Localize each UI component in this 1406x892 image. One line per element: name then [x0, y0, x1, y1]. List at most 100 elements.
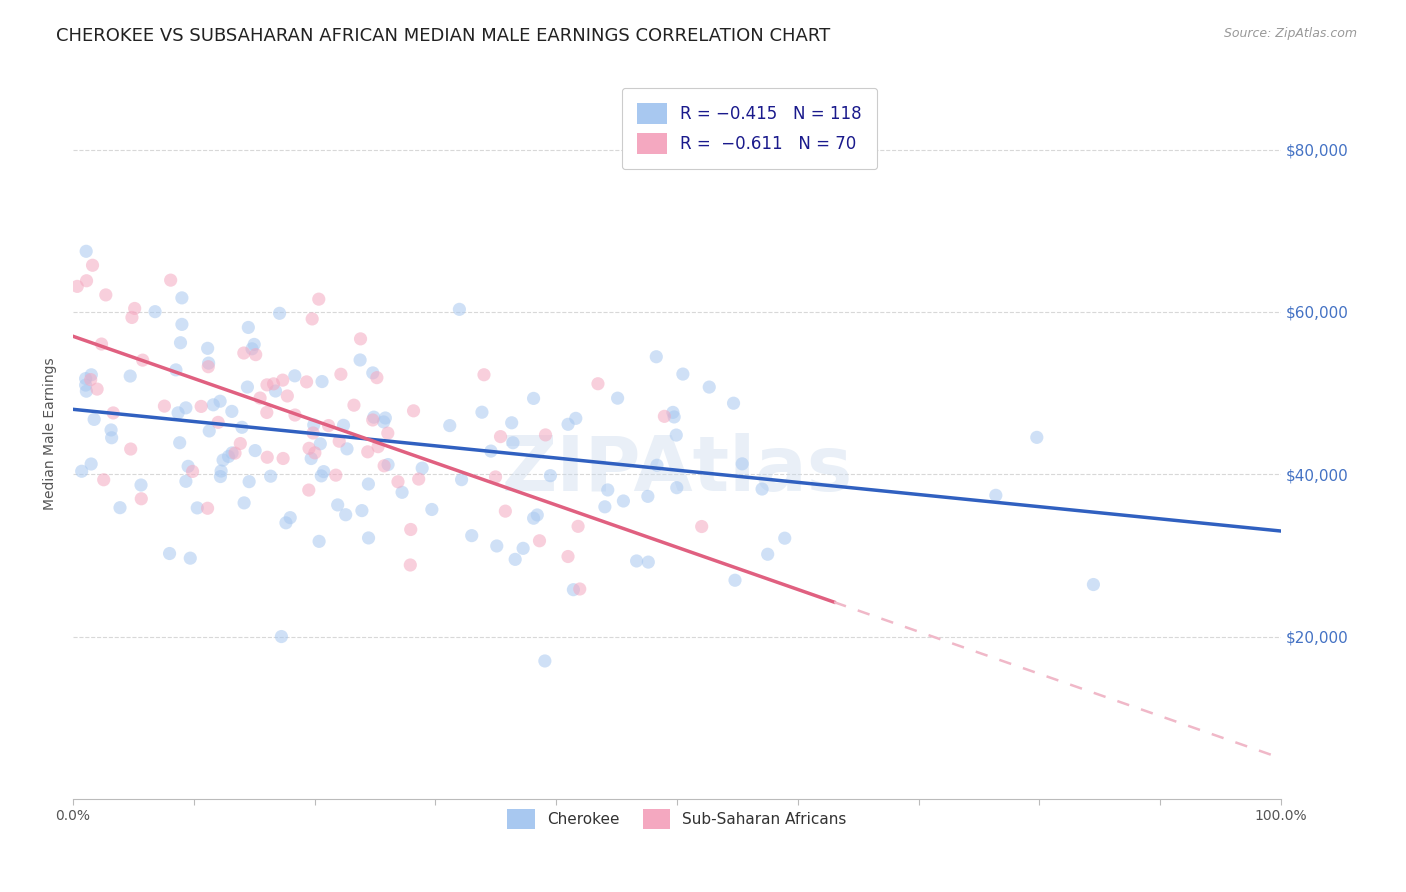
Point — [231, 420, 253, 434]
Point — [212, 453, 235, 467]
Point — [557, 549, 579, 564]
Point — [129, 478, 152, 492]
Point — [723, 396, 745, 410]
Point — [218, 450, 240, 464]
Point — [298, 483, 321, 497]
Point — [224, 446, 246, 460]
Point — [665, 481, 688, 495]
Point — [637, 489, 659, 503]
Point — [1083, 577, 1105, 591]
Point — [197, 356, 219, 370]
Text: CHEROKEE VS SUBSAHARAN AFRICAN MEDIAN MALE EARNINGS CORRELATION CHART: CHEROKEE VS SUBSAHARAN AFRICAN MEDIAN MA… — [56, 27, 831, 45]
Point — [363, 410, 385, 425]
Point — [256, 450, 278, 465]
Point — [399, 558, 422, 572]
Point — [93, 473, 115, 487]
Point — [408, 472, 430, 486]
Point — [731, 457, 754, 471]
Point — [690, 519, 713, 533]
Point — [501, 416, 523, 430]
Point — [233, 496, 256, 510]
Point — [276, 389, 298, 403]
Point — [494, 504, 516, 518]
Point — [665, 428, 688, 442]
Point — [302, 417, 325, 432]
Point — [697, 380, 720, 394]
Point — [298, 442, 321, 456]
Point — [256, 377, 278, 392]
Point — [75, 384, 97, 399]
Point — [295, 375, 318, 389]
Point — [86, 382, 108, 396]
Point — [411, 461, 433, 475]
Point — [367, 440, 389, 454]
Point — [308, 292, 330, 306]
Point — [159, 273, 181, 287]
Point — [167, 406, 190, 420]
Point — [153, 399, 176, 413]
Point — [165, 363, 187, 377]
Point — [479, 444, 502, 458]
Point — [269, 306, 291, 320]
Point — [66, 279, 89, 293]
Point — [489, 429, 512, 443]
Point — [82, 258, 104, 272]
Point — [79, 373, 101, 387]
Point — [387, 475, 409, 489]
Point — [243, 337, 266, 351]
Point — [626, 554, 648, 568]
Point — [402, 404, 425, 418]
Point — [612, 494, 634, 508]
Point — [100, 431, 122, 445]
Point — [377, 426, 399, 441]
Point — [343, 398, 366, 412]
Point — [449, 302, 471, 317]
Point — [304, 446, 326, 460]
Point — [302, 425, 325, 440]
Point — [70, 464, 93, 478]
Point — [245, 348, 267, 362]
Point — [143, 304, 166, 318]
Point — [373, 415, 395, 429]
Point — [170, 318, 193, 332]
Point — [274, 516, 297, 530]
Text: ZIPAtlas: ZIPAtlas — [502, 434, 852, 508]
Point — [328, 434, 350, 449]
Point — [284, 408, 307, 422]
Point — [221, 446, 243, 460]
Point — [484, 470, 506, 484]
Point — [325, 468, 347, 483]
Point — [278, 510, 301, 524]
Point — [197, 501, 219, 516]
Point — [1025, 430, 1047, 444]
Point — [568, 582, 591, 596]
Point — [350, 503, 373, 517]
Point — [420, 502, 443, 516]
Point — [271, 373, 294, 387]
Point — [129, 491, 152, 506]
Point — [75, 244, 97, 259]
Point — [565, 411, 588, 425]
Point — [357, 477, 380, 491]
Point — [557, 417, 579, 432]
Point — [336, 442, 359, 456]
Point — [209, 464, 232, 478]
Point — [80, 368, 103, 382]
Point — [567, 519, 589, 533]
Point — [170, 291, 193, 305]
Point — [181, 465, 204, 479]
Point — [562, 582, 585, 597]
Point — [534, 654, 557, 668]
Point — [197, 359, 219, 374]
Point — [312, 465, 335, 479]
Point — [502, 435, 524, 450]
Point — [236, 380, 259, 394]
Point — [773, 531, 796, 545]
Point — [90, 337, 112, 351]
Point — [121, 310, 143, 325]
Point — [238, 475, 260, 489]
Point — [124, 301, 146, 316]
Y-axis label: Median Male Earnings: Median Male Earnings — [44, 358, 58, 510]
Point — [256, 405, 278, 419]
Point — [238, 320, 260, 334]
